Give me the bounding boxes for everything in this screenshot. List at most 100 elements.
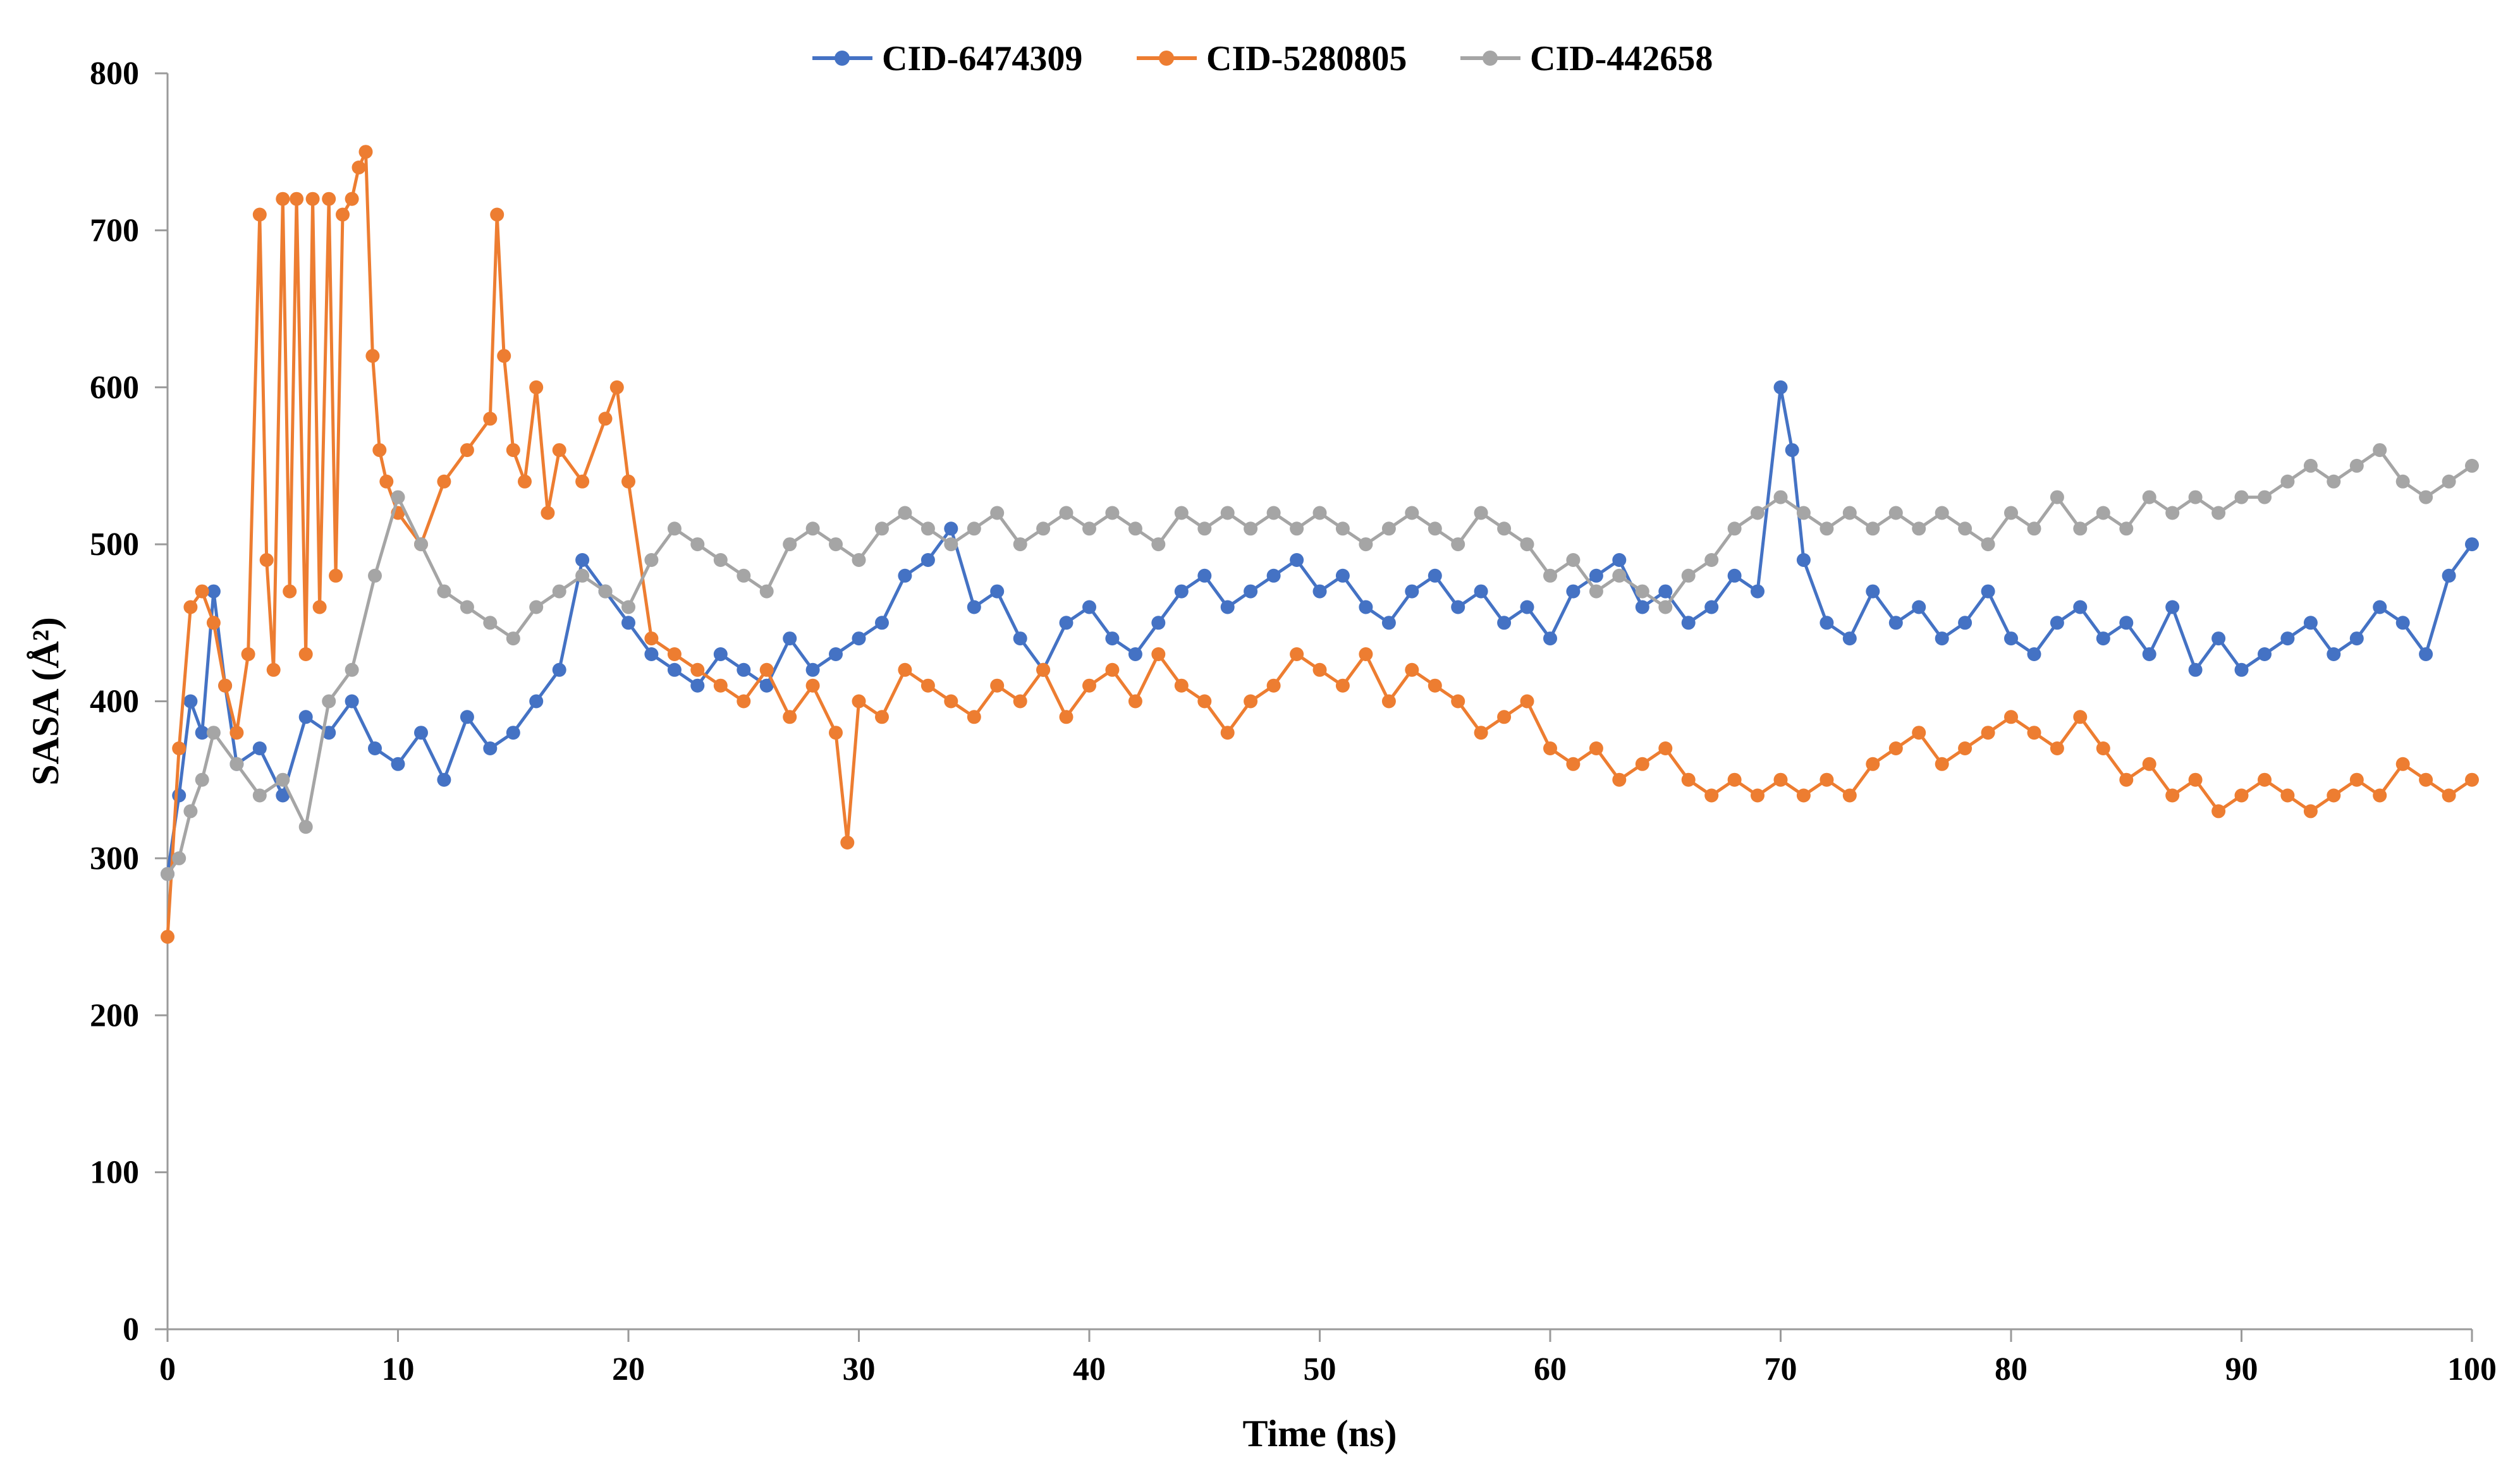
data-point (368, 568, 382, 583)
data-point (805, 678, 820, 693)
data-point (829, 726, 843, 740)
data-point (759, 584, 774, 599)
legend-item: CID-442658 (1460, 39, 1713, 78)
data-point (713, 647, 728, 661)
data-point (352, 161, 366, 174)
data-point (898, 662, 912, 677)
data-point (497, 349, 511, 363)
data-point (1751, 788, 1765, 803)
data-point (1958, 521, 1973, 536)
y-tick-label: 300 (90, 841, 139, 877)
data-point (372, 443, 387, 458)
data-point (875, 521, 889, 536)
data-point (1428, 568, 1442, 583)
data-point (1635, 757, 1649, 771)
data-point (1013, 537, 1027, 552)
data-point (1888, 741, 1903, 755)
data-point (1773, 380, 1788, 394)
data-point (875, 616, 889, 630)
data-point (1312, 506, 1327, 520)
data-point (2119, 521, 2134, 536)
data-point (322, 726, 336, 740)
data-point (1958, 741, 1973, 755)
data-point (437, 772, 451, 787)
data-point (2119, 616, 2134, 630)
data-point (805, 662, 820, 677)
y-tick-label: 100 (90, 1155, 139, 1191)
data-point (1704, 553, 1719, 567)
data-point (2373, 788, 2387, 803)
data-point (2395, 757, 2410, 771)
data-point (2188, 490, 2203, 504)
data-point (298, 710, 313, 724)
data-point (2142, 647, 2156, 661)
data-point (305, 192, 320, 206)
data-point (2096, 506, 2110, 520)
chart-legend: CID-6474309 CID-5280805 CID-442658 (812, 39, 1713, 78)
data-point (1312, 584, 1327, 599)
data-point (1981, 726, 1995, 740)
data-point (829, 537, 843, 552)
data-point (1635, 600, 1649, 614)
data-point (345, 192, 359, 206)
data-point (2234, 662, 2249, 677)
x-tick-label: 20 (612, 1351, 645, 1387)
data-point (266, 662, 281, 677)
data-point (1842, 631, 1857, 646)
data-point (1543, 741, 1557, 755)
data-point (1197, 568, 1212, 583)
data-point (1751, 584, 1765, 599)
data-point (1681, 772, 1696, 787)
data-point (2395, 474, 2410, 489)
series-CID-5280805 (161, 145, 2479, 944)
data-point (2303, 458, 2318, 473)
data-point (1520, 694, 1534, 709)
data-point (1497, 710, 1512, 724)
data-point (2395, 616, 2410, 630)
x-tick-label: 40 (1073, 1351, 1106, 1387)
data-point (2303, 804, 2318, 819)
data-point (1405, 584, 1419, 599)
data-point (252, 788, 267, 803)
data-point (1197, 694, 1212, 709)
data-point (2280, 788, 2295, 803)
chart-axes: 0 100 200 300 400 500 600 700 800 0 10 20 30 40 50 60 70… (90, 56, 2497, 1387)
data-point (852, 694, 866, 709)
data-point (1612, 772, 1627, 787)
x-tick-label: 50 (1304, 1351, 1336, 1387)
data-point (667, 662, 682, 677)
data-point (1842, 788, 1857, 803)
data-point (172, 741, 187, 755)
y-tick-label: 200 (90, 997, 139, 1033)
data-point (329, 568, 343, 583)
data-point (921, 521, 935, 536)
data-point (322, 192, 336, 206)
data-point (460, 600, 474, 614)
data-point (1658, 741, 1673, 755)
data-point (1820, 521, 1834, 536)
data-point (575, 568, 590, 583)
data-point (737, 694, 751, 709)
data-point (2349, 458, 2364, 473)
data-point (2465, 772, 2479, 787)
data-point (1359, 647, 1373, 661)
data-point (1244, 521, 1258, 536)
data-point (1796, 788, 1811, 803)
data-point (2327, 647, 2341, 661)
data-point (737, 568, 751, 583)
data-point (1059, 616, 1073, 630)
data-point (1335, 678, 1350, 693)
data-point (259, 553, 274, 567)
series-CID-6474309 (161, 380, 2479, 881)
data-point (2327, 788, 2341, 803)
data-point (1751, 506, 1765, 520)
chart-series-layer (161, 145, 2479, 944)
data-point (1520, 537, 1534, 552)
data-point (944, 521, 958, 536)
data-point (1566, 584, 1581, 599)
data-point (1566, 553, 1581, 567)
legend-marker (1159, 51, 1174, 66)
data-point (783, 710, 797, 724)
data-point (690, 537, 705, 552)
data-point (506, 631, 520, 646)
